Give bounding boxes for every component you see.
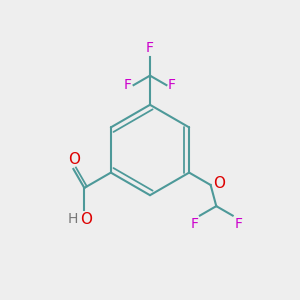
Text: F: F — [124, 78, 132, 92]
Text: F: F — [234, 217, 242, 231]
Text: F: F — [168, 78, 176, 92]
Text: O: O — [80, 212, 92, 227]
Text: F: F — [190, 217, 198, 231]
Text: H: H — [68, 212, 78, 226]
Text: O: O — [213, 176, 225, 191]
Text: F: F — [146, 41, 154, 55]
Text: O: O — [68, 152, 80, 166]
